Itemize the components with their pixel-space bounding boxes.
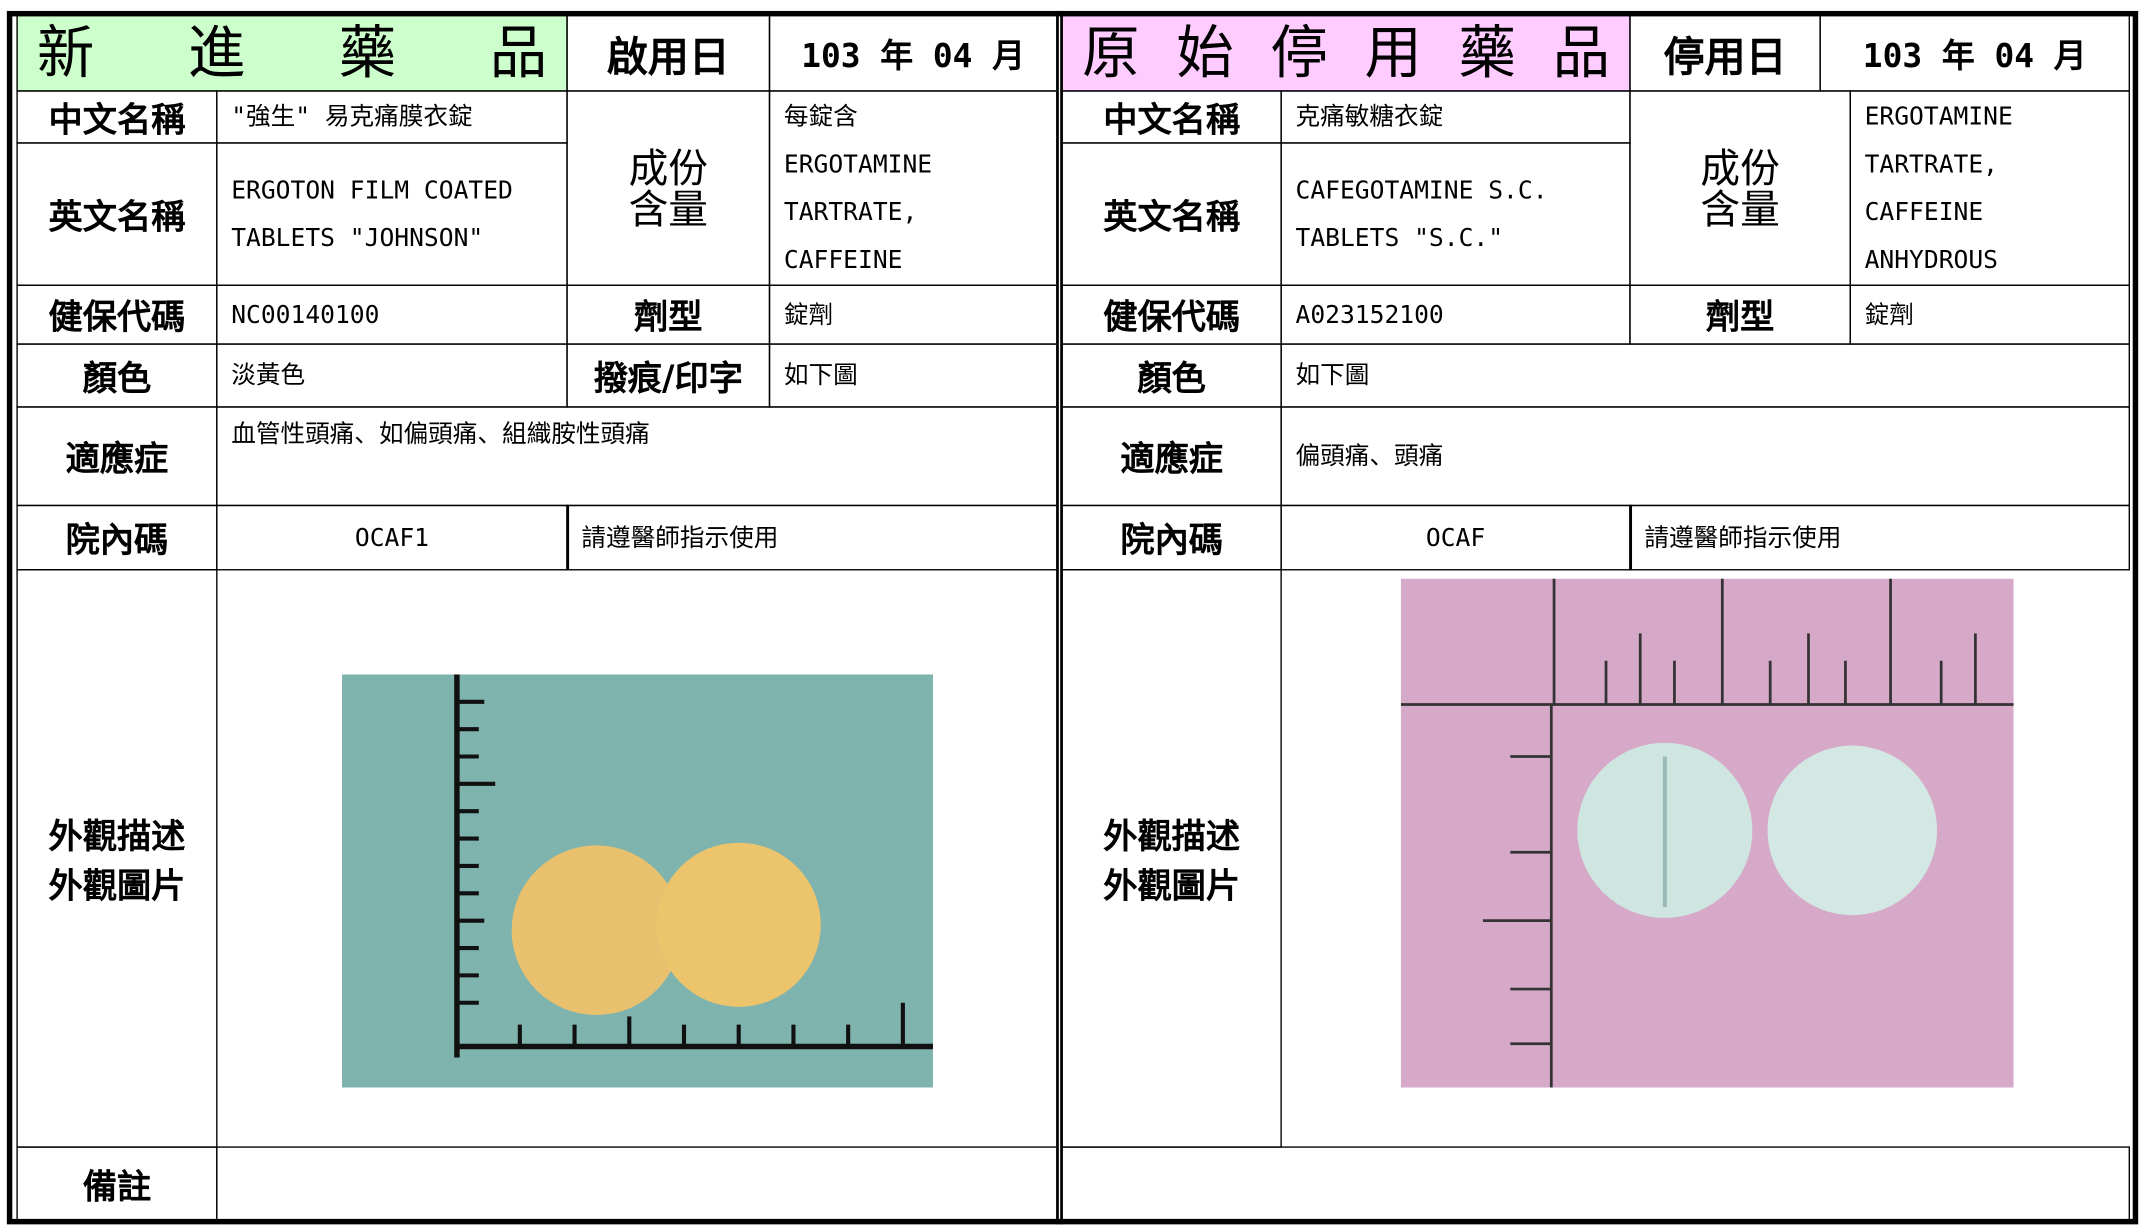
code-label-text: 健保代碼 bbox=[48, 296, 186, 337]
indication-text: 血管性頭痛、如偏頭痛、組織胺性頭痛 bbox=[231, 419, 650, 449]
chinese-name-label-text: 中文名稱 bbox=[1103, 99, 1241, 139]
color-label-text: 顏色 bbox=[1137, 357, 1206, 398]
date-value-text: 103 年 04 月 bbox=[1862, 36, 2087, 76]
code-text: A023152100 bbox=[1295, 300, 1444, 330]
ingredients-text: CAFFEINE bbox=[783, 245, 903, 275]
outer-frame bbox=[6, 10, 2139, 1225]
hospital-code-label-text: 院內碼 bbox=[65, 519, 169, 560]
english-name-label: 英文名稱 bbox=[1061, 142, 1282, 286]
side-title-text: 原 始 停 用 藥 品 bbox=[1082, 19, 1611, 87]
ingredients-text: TARTRATE, bbox=[783, 197, 918, 227]
english-name-text: TABLETS "S.C." bbox=[1295, 223, 1504, 253]
ingredient-label-text: 含量 bbox=[628, 185, 708, 232]
chinese-name-text: "強生" 易克痛膜衣錠 bbox=[231, 102, 473, 132]
center-divider bbox=[1056, 10, 1063, 1225]
form-label-text: 劑型 bbox=[1705, 296, 1775, 337]
hospital-code-text: OCAF1 bbox=[354, 523, 429, 552]
left-pill-photo bbox=[342, 674, 933, 1088]
caution-text: 請遵醫師指示使用 bbox=[1644, 523, 1842, 552]
ingredients: 每錠含 ERGOTAMINE TARTRATE, CAFFEINE bbox=[768, 90, 1058, 286]
form-text: 錠劑 bbox=[1864, 300, 1914, 330]
ingredients-text: CAFFEINE bbox=[1864, 197, 1984, 227]
hospital-code: OCAF1 bbox=[216, 504, 568, 571]
imprint-label-text: 撥痕/印字 bbox=[593, 357, 743, 398]
date-label-text: 啟用日 bbox=[606, 33, 730, 82]
indication-label-text: 適應症 bbox=[1120, 438, 1223, 479]
hospital-code: OCAF bbox=[1280, 504, 1631, 571]
chinese-name: "強生" 易克痛膜衣錠 bbox=[216, 90, 568, 144]
imprint-text: 如下圖 bbox=[783, 361, 858, 390]
ingredients-text: ANHYDROUS bbox=[1864, 245, 1999, 275]
color-label-text: 顏色 bbox=[82, 357, 152, 398]
english-name-label-text: 英文名稱 bbox=[48, 196, 186, 236]
english-name-text: TABLETS "JOHNSON" bbox=[231, 223, 484, 253]
appearance-label-text: 外觀圖片 bbox=[1103, 865, 1241, 905]
indication-text: 偏頭痛、頭痛 bbox=[1295, 441, 1444, 471]
ingredient-label-text: 含量 bbox=[1700, 185, 1780, 232]
color-text: 如下圖 bbox=[1295, 361, 1370, 390]
ingredients: ERGOTAMINE TARTRATE, CAFFEINE ANHYDROUS bbox=[1849, 90, 2130, 286]
hospital-code-label-text: 院內碼 bbox=[1120, 519, 1223, 560]
ingredients-text: 每錠含 bbox=[783, 101, 858, 131]
ingredient-label-text: 成份 bbox=[628, 144, 708, 191]
ingredients-text: TARTRATE, bbox=[1864, 149, 1999, 179]
code-label-text: 健保代碼 bbox=[1103, 296, 1241, 337]
ingredients-text: ERGOTAMINE bbox=[1864, 101, 2013, 131]
form-text: 錠劑 bbox=[783, 300, 834, 330]
caution: 請遵醫師指示使用 bbox=[1629, 504, 2130, 571]
appearance-label-text: 外觀圖片 bbox=[48, 865, 186, 905]
appearance-label-text: 外觀描述 bbox=[1103, 816, 1241, 856]
english-name-label-text: 英文名稱 bbox=[1103, 196, 1241, 236]
imprint: 如下圖 bbox=[768, 343, 1058, 408]
form-label: 劑型 bbox=[566, 284, 771, 345]
color-text: 淡黃色 bbox=[231, 361, 306, 390]
chinese-name-label-text: 中文名稱 bbox=[48, 99, 186, 139]
side-title-text: 新 進 藥 品 bbox=[36, 19, 548, 87]
appearance-label-text: 外觀描述 bbox=[48, 816, 186, 856]
date-label-text: 停用日 bbox=[1663, 33, 1787, 82]
appearance-label: 外觀描述 外觀圖片 bbox=[16, 569, 218, 1148]
chinese-name-text: 克痛敏糖衣錠 bbox=[1295, 102, 1444, 132]
code-text: NC00140100 bbox=[231, 300, 380, 330]
chinese-name-label: 中文名稱 bbox=[16, 90, 218, 144]
english-name-text: CAFEGOTAMINE S.C. bbox=[1295, 175, 1548, 205]
hospital-code-label: 院內碼 bbox=[16, 504, 218, 571]
side-title: 新 進 藥 品 bbox=[16, 13, 568, 92]
indication-label-text: 適應症 bbox=[65, 438, 169, 479]
date-value-text: 103 年 04 月 bbox=[801, 36, 1026, 76]
imprint-label: 撥痕/印字 bbox=[566, 343, 771, 408]
caution-text: 請遵醫師指示使用 bbox=[581, 523, 779, 552]
right-pill-photo bbox=[1400, 578, 2014, 1088]
remarks-label-text: 備註 bbox=[82, 1166, 152, 1207]
english-name-text: ERGOTON FILM COATED bbox=[231, 175, 513, 205]
indication: 偏頭痛、頭痛 bbox=[1280, 406, 2130, 507]
side-title: 原 始 停 用 藥 品 bbox=[1061, 13, 1631, 92]
english-name: CAFEGOTAMINE S.C. TABLETS "S.C." bbox=[1280, 142, 1631, 286]
caution: 請遵醫師指示使用 bbox=[566, 504, 1058, 571]
ingredients-text: ERGOTAMINE bbox=[783, 149, 933, 179]
form-label-text: 劑型 bbox=[634, 296, 703, 337]
code-label: 健保代碼 bbox=[16, 284, 218, 345]
ingredient-label: 成份 含量 bbox=[566, 90, 771, 286]
ingredient-label-text: 成份 bbox=[1700, 144, 1780, 191]
hospital-code-text: OCAF bbox=[1425, 523, 1486, 552]
